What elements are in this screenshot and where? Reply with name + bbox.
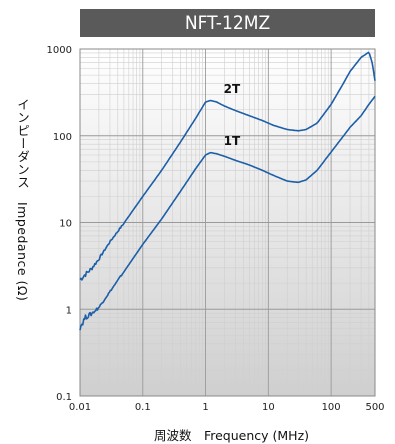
y-tick-label: 1 bbox=[66, 305, 72, 316]
y-axis-label: インピーダンス Impedance (Ω) bbox=[15, 98, 30, 302]
chart-title: NFT-12MZ bbox=[80, 9, 375, 37]
x-tick-label: 1 bbox=[202, 402, 208, 413]
x-tick-label: 0.01 bbox=[69, 402, 91, 413]
x-tick-label: 100 bbox=[322, 402, 341, 413]
x-axis-label-text: 周波数 Frequency (MHz) bbox=[153, 428, 310, 443]
series-labels: 2T 1T bbox=[224, 82, 241, 148]
x-tick-label: 10 bbox=[262, 402, 275, 413]
plot-frame bbox=[79, 48, 376, 397]
y-tick-label: 10 bbox=[59, 219, 72, 230]
y-tick-label: 1000 bbox=[47, 45, 72, 56]
major-gridlines bbox=[79, 48, 375, 397]
series-label-2T: 2T bbox=[224, 82, 241, 96]
y-tick-label: 100 bbox=[53, 132, 72, 143]
x-tick-label: 500 bbox=[365, 402, 384, 413]
x-axis-label: 周波数 Frequency (MHz) bbox=[0, 425, 395, 444]
series-label-1T: 1T bbox=[224, 134, 241, 148]
y-tick-label: 0.1 bbox=[56, 392, 72, 403]
series-2T-line bbox=[79, 51, 376, 281]
series-layer bbox=[79, 51, 376, 331]
series-1T-line bbox=[79, 95, 376, 331]
x-tick-label: 0.1 bbox=[135, 402, 151, 413]
